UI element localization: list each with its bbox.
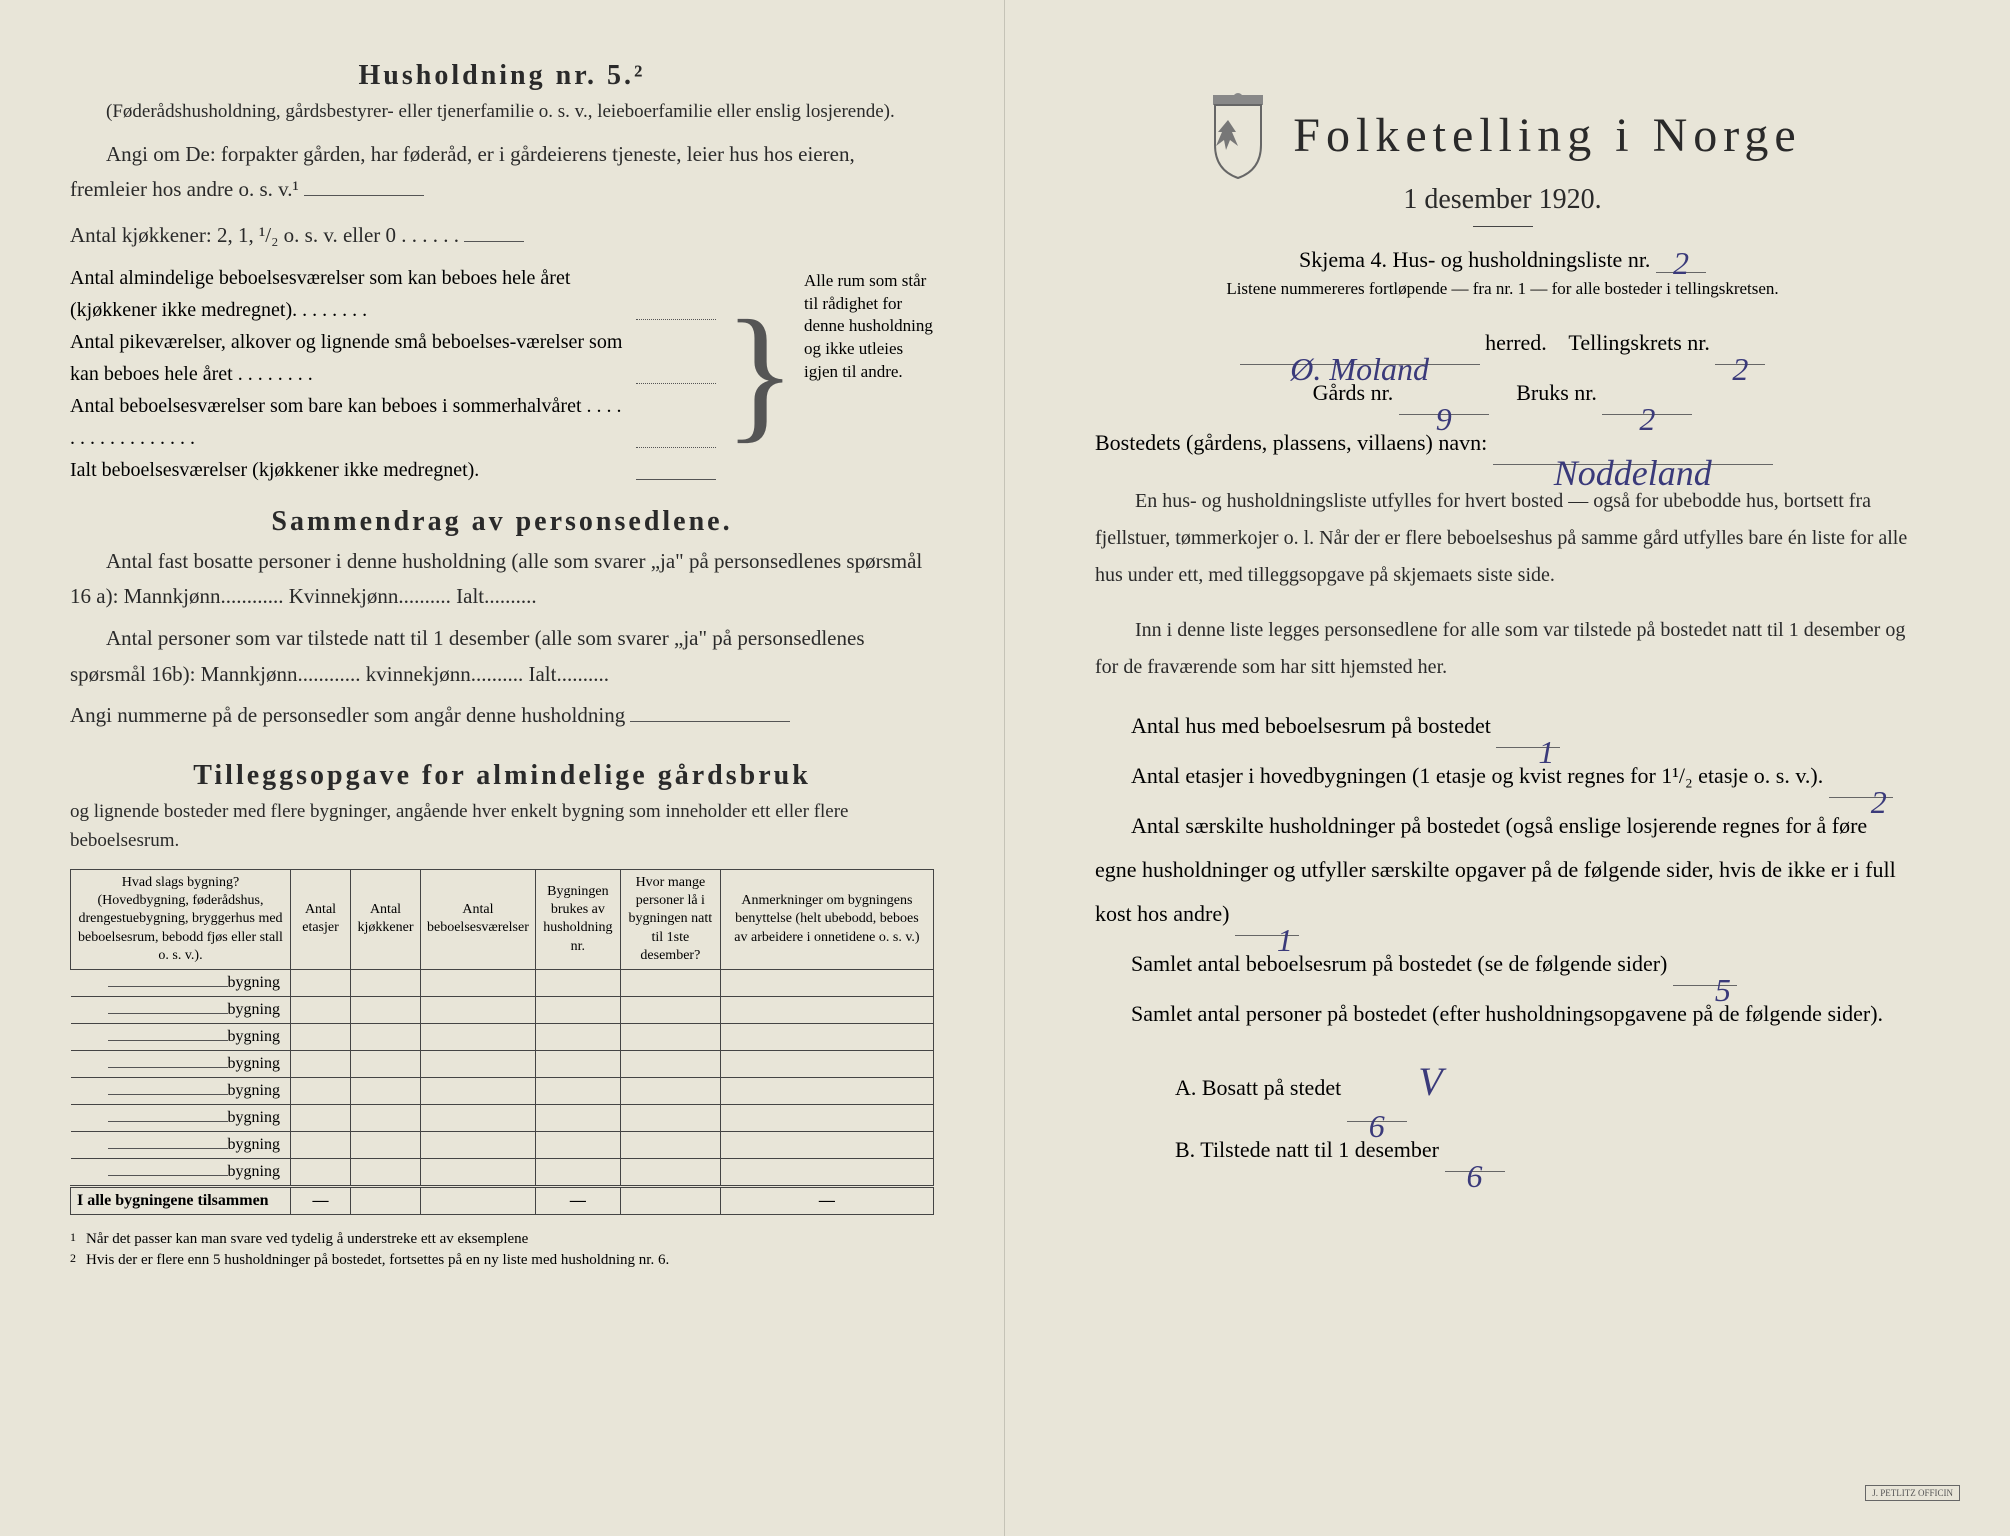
krets-label: Tellingskrets nr. [1568,330,1709,355]
brace-line-3: Antal beboelsesværelser som bare kan beb… [70,390,628,454]
table-row: bygning [71,1131,934,1158]
date-line: 1 desember 1920. [1095,184,1910,216]
th-5: Hvor mange personer lå i bygningen natt … [620,870,720,970]
skjema-sub: Listene nummereres fortløpende — fra nr.… [1095,279,1910,299]
husholdning-q-text: Angi om De: forpakter gården, har føderå… [70,142,855,202]
table-row: bygning [71,1050,934,1077]
blank-line [304,195,424,196]
gards-label: Gårds nr. [1313,380,1394,405]
qA-label: A. Bosatt på stedet [1175,1075,1341,1100]
sammendrag-p3-text: Angi nummerne på de personsedler som ang… [70,703,625,727]
krets-value: 2 [1715,337,1765,365]
bosted-label: Bostedets (gårdens, plassens, villaens) … [1095,430,1487,455]
q3-label: Antal særskilte husholdninger på bostede… [1095,813,1896,926]
q3-row: Antal særskilte husholdninger på bostede… [1095,804,1910,936]
brace-line-2: Antal pikeværelser, alkover og lignende … [70,326,628,390]
brace-glyph: } [716,262,804,486]
brace-line-4: Ialt beboelsesværelser (kjøkkener ikke m… [70,454,628,486]
th-6: Anmerkninger om bygningens benyttelse (h… [720,870,933,970]
info-para-1: En hus- og husholdningsliste utfylles fo… [1095,483,1910,594]
q2-row: Antal etasjer i hovedbygningen (1 etasje… [1095,754,1910,798]
brace-left-items: Antal almindelige beboelsesværelser som … [70,262,716,486]
gards-row: Gårds nr. 9 Bruks nr. 2 [1095,371,1910,415]
skjema-line: Skjema 4. Hus- og husholdningsliste nr. … [1095,245,1910,273]
left-page: Husholdning nr. 5.² (Føderådshusholdning… [0,0,1005,1536]
table-row: bygning [71,1158,934,1186]
qB-label: B. Tilstede natt til 1 desember [1175,1137,1439,1162]
divider [1473,226,1533,227]
blank-line [630,721,790,722]
footnote-1: Når det passer kan man svare ved tydelig… [86,1229,528,1250]
qA-row: A. Bosatt på stedet 6 V [1095,1042,1910,1122]
husholdning-subtitle: (Føderådshusholdning, gårdsbestyrer- ell… [70,98,934,127]
blank-line [464,241,524,242]
table-row: bygning [71,1104,934,1131]
footnote-2: Hvis der er flere enn 5 husholdninger på… [86,1250,669,1271]
q5-row: Samlet antal personer på bostedet (efter… [1095,992,1910,1036]
gards-value: 9 [1399,387,1489,415]
brace-line-1: Antal almindelige beboelsesværelser som … [70,262,628,326]
title-row: Folketelling i Norge [1095,90,1910,180]
table-row: bygning [71,969,934,996]
info-para-2: Inn i denne liste legges personsedlene f… [1095,612,1910,686]
kjokken-text: Antal kjøkkener: 2, 1, ¹/₂ o. s. v. elle… [70,223,459,247]
bosted-row: Bostedets (gårdens, plassens, villaens) … [1095,421,1910,465]
q1-value: 1 [1496,720,1560,748]
th-3: Antal beboelsesværelser [421,870,536,970]
th-1: Antal etasjer [291,870,351,970]
sammendrag-p2: Antal personer som var tilstede natt til… [70,621,934,692]
q3-value: 1 [1235,908,1299,936]
herred-row: Ø. Moland herred. Tellingskrets nr. 2 [1095,321,1910,365]
tillegg-title: Tilleggsopgave for almindelige gårdsbruk [70,760,934,792]
q1-label: Antal hus med beboelsesrum på bostedet [1131,713,1491,738]
herred-label: herred. [1485,330,1547,355]
q4-row: Samlet antal beboelsesrum på bostedet (s… [1095,942,1910,986]
main-title: Folketelling i Norge [1293,108,1801,163]
q4-value: 5 [1673,958,1737,986]
qB-value: 6 [1445,1144,1505,1172]
sammendrag-p1: Antal fast bosatte personer i denne hush… [70,544,934,615]
tillegg-subtitle: og lignende bosteder med flere bygninger… [70,798,934,855]
th-0: Hvad slags bygning? (Hovedbygning, føder… [71,870,291,970]
bruks-label: Bruks nr. [1516,380,1597,405]
sammendrag-p3: Angi nummerne på de personsedler som ang… [70,698,934,734]
table-footer-label: I alle bygningene tilsammen [71,1186,291,1214]
qA-checkmark: V [1418,1059,1442,1104]
th-4: Bygningen brukes av husholdning nr. [535,870,620,970]
q2-label: Antal etasjer i hovedbygningen (1 etasje… [1131,763,1823,788]
brace-right-text: Alle rum som står til rådighet for denne… [804,262,934,486]
q1-row: Antal hus med beboelsesrum på bostedet 1 [1095,704,1910,748]
qA-value: 6 [1347,1094,1407,1122]
building-table: Hvad slags bygning? (Hovedbygning, føder… [70,869,934,1215]
table-header-row: Hvad slags bygning? (Hovedbygning, føder… [71,870,934,970]
bruks-value: 2 [1602,387,1692,415]
printer-mark: J. PETLITZ OFFICIN [1865,1485,1960,1501]
brace-section: Antal almindelige beboelsesværelser som … [70,262,934,486]
skjema-label: Skjema 4. Hus- og husholdningsliste nr. [1299,247,1650,272]
sammendrag-title: Sammendrag av personsedlene. [70,506,934,538]
liste-nr-value: 2 [1656,245,1706,273]
kjokken-line: Antal kjøkkener: 2, 1, ¹/₂ o. s. v. elle… [70,218,934,254]
table-footer-row: I alle bygningene tilsammen ——— [71,1186,934,1214]
table-row: bygning [71,1023,934,1050]
bosted-value: Noddeland [1493,437,1773,465]
right-page: Folketelling i Norge 1 desember 1920. Sk… [1005,0,2010,1536]
q2-value: 2 [1829,770,1893,798]
herred-value: Ø. Moland [1240,337,1480,365]
footnotes: 1Når det passer kan man svare ved tydeli… [70,1229,934,1271]
qB-row: B. Tilstede natt til 1 desember 6 [1095,1128,1910,1172]
table-row: bygning [71,1077,934,1104]
th-2: Antal kjøkkener [351,870,421,970]
husholdning-title: Husholdning nr. 5.² [70,60,934,92]
husholdning-question: Angi om De: forpakter gården, har føderå… [70,137,934,208]
coat-of-arms-icon [1203,90,1273,180]
table-row: bygning [71,996,934,1023]
q4-label: Samlet antal beboelsesrum på bostedet (s… [1131,951,1667,976]
